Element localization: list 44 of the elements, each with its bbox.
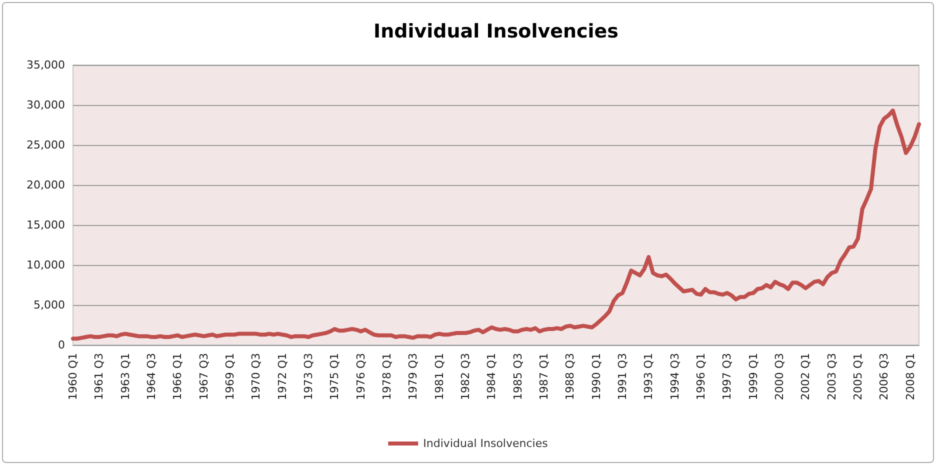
x-tick-label: 1969 Q1 xyxy=(223,353,236,400)
x-tick-label: 1979 Q3 xyxy=(406,353,420,400)
x-tick-label: 1963 Q1 xyxy=(118,353,132,400)
y-tick-label: 10,000 xyxy=(26,258,65,272)
x-tick-label: 1987 Q1 xyxy=(537,353,550,400)
x-tick-label: 1996 Q1 xyxy=(694,353,708,400)
y-tick-label: 30,000 xyxy=(26,98,65,112)
legend-label: Individual Insolvencies xyxy=(423,437,548,450)
x-tick-label: 1966 Q1 xyxy=(171,353,184,400)
x-tick-label: 1997 Q3 xyxy=(720,353,734,400)
x-tick-label: 2008 Q1 xyxy=(904,353,917,400)
y-tick-label: 0 xyxy=(58,338,65,352)
y-tick-label: 25,000 xyxy=(26,138,65,152)
chart-title: Individual Insolvencies xyxy=(374,20,618,42)
x-tick-label: 2006 Q3 xyxy=(878,353,891,400)
x-tick-label: 1982 Q3 xyxy=(458,353,472,400)
y-tick-label: 5,000 xyxy=(34,298,65,312)
y-tick-label: 15,000 xyxy=(26,218,65,232)
line-series xyxy=(71,108,921,341)
x-tick-label: 1994 Q3 xyxy=(668,353,682,400)
x-tick-label: 1991 Q3 xyxy=(616,353,629,400)
x-tick-label: 2000 Q3 xyxy=(772,353,786,400)
y-tick-label: 35,000 xyxy=(26,58,65,72)
x-tick-label: 1999 Q1 xyxy=(746,353,760,400)
x-tick-label: 1984 Q1 xyxy=(485,353,498,400)
x-tick-label: 1972 Q1 xyxy=(276,353,289,400)
x-tick-label: 1990 Q1 xyxy=(590,353,603,400)
x-tick-label: 1978 Q1 xyxy=(380,353,394,400)
x-tick-label: 1967 Q3 xyxy=(197,353,210,400)
x-tick-label: 1975 Q1 xyxy=(328,353,342,400)
x-tick-label: 1964 Q3 xyxy=(144,353,158,400)
x-tick-label: 1973 Q3 xyxy=(302,353,315,400)
x-tick-label: 1961 Q3 xyxy=(92,353,106,400)
x-tick-label: 2003 Q3 xyxy=(825,353,838,400)
x-tick-label: 1993 Q1 xyxy=(642,353,656,400)
x-tick-label: 2002 Q1 xyxy=(799,353,812,400)
x-tick-label: 1970 Q3 xyxy=(250,353,263,400)
x-tick-label: 1976 Q3 xyxy=(354,353,368,400)
y-tick-label: 20,000 xyxy=(26,178,65,192)
x-tick-label: 1985 Q3 xyxy=(511,353,524,400)
x-tick-label: 1960 Q1 xyxy=(66,353,80,400)
x-tick-label: 2005 Q1 xyxy=(851,353,864,400)
x-tick-label: 1988 Q3 xyxy=(564,353,577,400)
x-tick-label: 1981 Q1 xyxy=(432,353,446,400)
